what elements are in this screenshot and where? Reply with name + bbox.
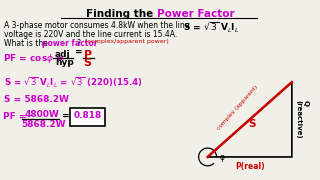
Text: S: S [84, 58, 92, 69]
Text: complex (apparent): complex (apparent) [216, 84, 259, 131]
Text: φ: φ [220, 153, 224, 162]
Text: Power Factor: Power Factor [157, 9, 235, 19]
Text: voltage is 220V and the line current is 15.4A.: voltage is 220V and the line current is … [4, 30, 178, 39]
Text: adj: adj [55, 50, 70, 59]
Text: =: = [75, 48, 82, 57]
Text: power factor: power factor [42, 39, 98, 48]
Text: S: S [248, 120, 256, 129]
Text: 4800W: 4800W [24, 110, 59, 119]
Text: =: = [62, 112, 69, 121]
Text: S = 5868.2W: S = 5868.2W [4, 95, 69, 104]
Text: S = $\sqrt{3}$ V$_L$I$_L$: S = $\sqrt{3}$ V$_L$I$_L$ [183, 21, 239, 35]
Text: PF = cos$\phi$ =: PF = cos$\phi$ = [4, 52, 65, 65]
Text: 0.818: 0.818 [74, 111, 102, 120]
Text: P(real): P(real) [235, 162, 265, 171]
Text: Q
(reactive): Q (reactive) [296, 100, 309, 139]
Text: What is the: What is the [4, 39, 51, 48]
Text: hyp: hyp [55, 58, 74, 68]
Text: (complex/apparent power): (complex/apparent power) [85, 39, 168, 44]
Text: PF =: PF = [4, 112, 30, 121]
Text: Finding the: Finding the [86, 9, 156, 19]
Text: 5868.2W: 5868.2W [21, 120, 66, 129]
Text: A 3-phase motor consumes 4.8kW when the line: A 3-phase motor consumes 4.8kW when the … [4, 21, 190, 30]
FancyBboxPatch shape [70, 108, 106, 126]
Text: S = $\sqrt{3}$ V$_L$I$_L$ = $\sqrt{3}$ (220)(15.4): S = $\sqrt{3}$ V$_L$I$_L$ = $\sqrt{3}$ (… [4, 76, 143, 90]
Text: P: P [84, 50, 92, 60]
Text: ?: ? [77, 39, 81, 48]
